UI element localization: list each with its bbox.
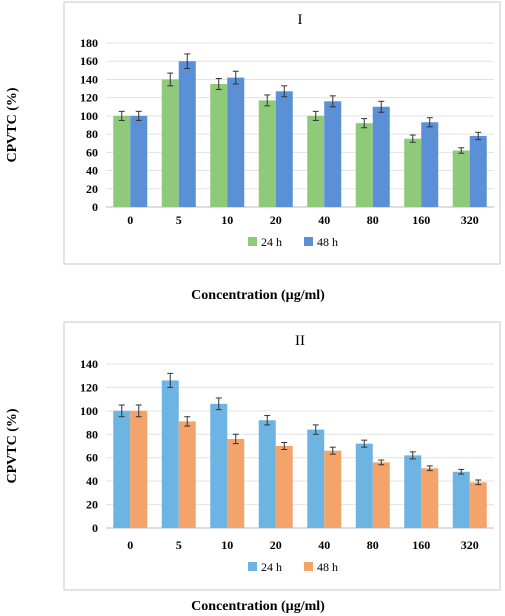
bar-48h-20 [275,91,293,207]
x-axis-label: Concentration (µg/ml) [191,288,325,303]
bar-24h-10 [210,403,228,528]
legend-swatch [248,237,257,246]
bar-48h-40 [324,450,342,528]
y-tick-label: 180 [80,36,98,50]
bar-48h-80 [372,106,390,207]
legend-swatch [304,562,313,571]
bar-24h-0 [113,115,131,207]
bar-24h-160 [404,138,422,207]
legend-swatch [304,237,313,246]
y-tick-label: 80 [86,127,98,141]
bar-48h-40 [324,101,342,207]
chart-title: I [298,12,303,28]
x-tick-label: 20 [270,538,282,552]
y-tick-label: 0 [92,521,98,535]
bar-24h-320 [452,150,470,207]
bar-48h-10 [227,438,245,528]
x-tick-label: 0 [127,213,133,227]
bar-24h-40 [307,429,325,528]
y-axis-label: CPVTC (%) [5,87,20,162]
x-tick-label: 160 [412,213,430,227]
y-tick-label: 20 [86,498,98,512]
bar-24h-0 [113,410,131,528]
y-tick-label: 160 [80,54,98,68]
x-tick-label: 0 [127,538,133,552]
panel-II: II 0 20 40 60 80 100 120 140 0 5 10 20 40 80 160 320 24 h… [5,321,501,614]
y-tick-label: 60 [86,451,98,465]
x-tick-label: 320 [461,538,479,552]
legend-swatch [248,562,257,571]
x-tick-label: 80 [367,213,379,227]
bar-24h-10 [210,84,228,207]
y-tick-label: 120 [80,380,98,394]
bar-24h-40 [307,115,325,207]
x-tick-label: 10 [221,538,233,552]
x-tick-label: 5 [176,213,182,227]
bar-24h-320 [452,471,470,528]
y-tick-label: 20 [86,182,98,196]
x-tick-label: 40 [318,213,330,227]
y-tick-label: 80 [86,427,98,441]
legend-label: 48 h [317,235,338,249]
bar-48h-5 [178,421,196,528]
x-tick-label: 10 [221,213,233,227]
y-tick-label: 40 [86,474,98,488]
y-tick-label: 140 [80,72,98,86]
x-axis-label: Concentration (µg/ml) [191,599,325,614]
x-tick-label: 160 [412,538,430,552]
x-tick-label: 320 [461,213,479,227]
bar-48h-10 [227,77,245,207]
chart-title: II [295,333,305,349]
bar-24h-80 [355,123,373,207]
bar-48h-80 [372,462,390,528]
bar-24h-20 [258,420,276,528]
y-tick-label: 100 [80,404,98,418]
bar-48h-160 [421,122,439,207]
legend-label: 48 h [317,560,338,574]
legend-label: 24 h [261,235,282,249]
y-tick-label: 140 [80,357,98,371]
y-tick-label: 0 [92,200,98,214]
bar-24h-80 [355,443,373,528]
legend-label: 24 h [261,560,282,574]
y-axis-label: CPVTC (%) [5,408,20,483]
y-tick-label: 60 [86,145,98,159]
bar-48h-320 [469,135,487,207]
bar-24h-5 [161,79,179,207]
x-tick-label: 40 [318,538,330,552]
x-tick-label: 20 [270,213,282,227]
bar-48h-0 [130,115,148,207]
bar-48h-160 [421,468,439,528]
y-tick-label: 120 [80,91,98,105]
bar-24h-5 [161,380,179,528]
bar-24h-160 [404,455,422,528]
bar-48h-5 [178,61,196,207]
panel-I: I 0 20 40 60 80 100 120 140 160 180 0 5 10 20 40 80 160 32… [5,1,501,303]
bar-48h-0 [130,410,148,528]
bar-48h-320 [469,482,487,528]
x-tick-label: 5 [176,538,182,552]
bar-48h-20 [275,446,293,528]
y-tick-label: 100 [80,109,98,123]
y-tick-label: 40 [86,164,98,178]
x-tick-label: 80 [367,538,379,552]
bar-24h-20 [258,100,276,207]
